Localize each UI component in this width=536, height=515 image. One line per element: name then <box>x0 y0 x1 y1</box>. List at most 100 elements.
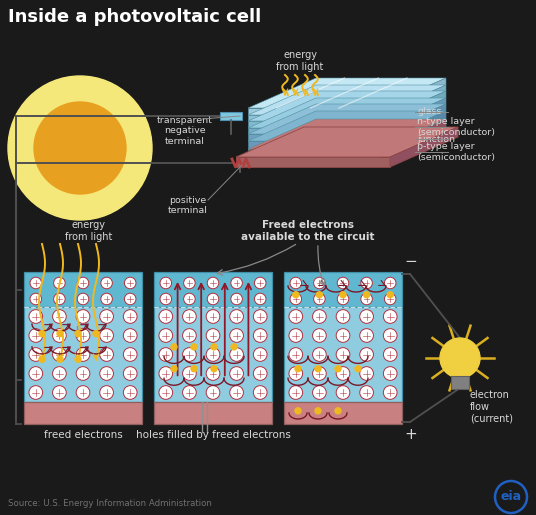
Bar <box>220 112 242 120</box>
Circle shape <box>30 293 42 305</box>
Circle shape <box>360 367 374 381</box>
Bar <box>284 272 402 307</box>
Circle shape <box>171 344 177 350</box>
Polygon shape <box>378 98 446 134</box>
Polygon shape <box>248 141 378 149</box>
Circle shape <box>207 293 219 305</box>
Bar <box>451 376 469 389</box>
Polygon shape <box>248 134 378 141</box>
Circle shape <box>383 310 397 323</box>
Circle shape <box>211 344 217 350</box>
Circle shape <box>171 366 177 372</box>
Circle shape <box>255 293 266 305</box>
Circle shape <box>76 386 90 399</box>
Circle shape <box>336 348 350 362</box>
Circle shape <box>315 408 321 414</box>
Circle shape <box>207 277 219 289</box>
Circle shape <box>53 329 66 342</box>
Circle shape <box>231 293 242 305</box>
Polygon shape <box>378 85 446 121</box>
Circle shape <box>312 310 326 323</box>
Text: p-type layer
(semiconductor): p-type layer (semiconductor) <box>417 142 495 162</box>
Circle shape <box>183 386 196 399</box>
Circle shape <box>75 331 81 337</box>
Circle shape <box>231 277 242 289</box>
Circle shape <box>93 331 99 337</box>
Circle shape <box>54 277 65 289</box>
Circle shape <box>77 277 89 289</box>
Circle shape <box>183 310 196 323</box>
Circle shape <box>123 348 137 362</box>
Circle shape <box>340 292 346 298</box>
Circle shape <box>53 310 66 323</box>
Polygon shape <box>248 111 446 141</box>
Circle shape <box>39 356 45 362</box>
Circle shape <box>384 277 396 289</box>
Circle shape <box>312 386 326 399</box>
Text: +: + <box>404 427 417 442</box>
Circle shape <box>440 338 480 378</box>
Bar <box>154 307 272 402</box>
Circle shape <box>159 386 173 399</box>
Bar <box>284 307 402 402</box>
Circle shape <box>34 102 126 194</box>
Circle shape <box>312 348 326 362</box>
Circle shape <box>254 367 267 381</box>
Text: eia: eia <box>501 490 522 504</box>
Circle shape <box>383 386 397 399</box>
Circle shape <box>123 367 137 381</box>
Bar <box>24 402 142 424</box>
Circle shape <box>355 366 361 372</box>
Circle shape <box>184 277 195 289</box>
Bar <box>154 402 272 424</box>
Circle shape <box>57 331 63 337</box>
Circle shape <box>336 386 350 399</box>
Circle shape <box>211 366 217 372</box>
Circle shape <box>123 329 137 342</box>
Polygon shape <box>236 127 458 157</box>
Text: transparent
negative
terminal: transparent negative terminal <box>157 116 213 146</box>
Circle shape <box>75 356 81 362</box>
Circle shape <box>206 310 220 323</box>
Circle shape <box>159 348 173 362</box>
Polygon shape <box>390 127 458 167</box>
Circle shape <box>39 331 45 337</box>
Circle shape <box>360 348 374 362</box>
Circle shape <box>206 329 220 342</box>
Circle shape <box>295 408 301 414</box>
Circle shape <box>230 310 243 323</box>
Circle shape <box>29 386 43 399</box>
Circle shape <box>29 310 43 323</box>
Text: electron
flow
(current): electron flow (current) <box>470 390 513 423</box>
Circle shape <box>312 329 326 342</box>
Circle shape <box>337 277 349 289</box>
Polygon shape <box>248 108 378 115</box>
Text: Freed electrons
available to the circuit: Freed electrons available to the circuit <box>241 220 375 242</box>
Circle shape <box>54 293 65 305</box>
Circle shape <box>101 277 113 289</box>
Text: positive
terminal: positive terminal <box>168 196 208 215</box>
Circle shape <box>230 348 243 362</box>
Circle shape <box>183 329 196 342</box>
Circle shape <box>289 386 303 399</box>
Circle shape <box>335 408 341 414</box>
Circle shape <box>159 310 173 323</box>
Circle shape <box>53 386 66 399</box>
Text: Inside a photovoltaic cell: Inside a photovoltaic cell <box>8 8 261 26</box>
Circle shape <box>30 277 42 289</box>
Text: energy
from light: energy from light <box>277 50 324 72</box>
Circle shape <box>76 310 90 323</box>
Circle shape <box>290 277 302 289</box>
Polygon shape <box>248 149 378 157</box>
Polygon shape <box>236 157 390 167</box>
Circle shape <box>254 386 267 399</box>
Circle shape <box>231 344 237 350</box>
Circle shape <box>57 356 63 362</box>
Circle shape <box>160 293 172 305</box>
Circle shape <box>254 310 267 323</box>
Circle shape <box>53 367 66 381</box>
Polygon shape <box>248 115 378 121</box>
Text: −: − <box>404 254 417 269</box>
Polygon shape <box>248 121 378 128</box>
Polygon shape <box>378 91 446 128</box>
